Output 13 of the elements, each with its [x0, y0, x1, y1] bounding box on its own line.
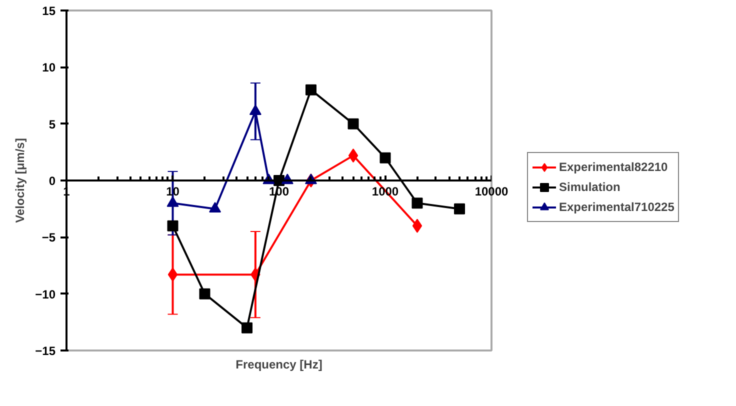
y-tick-label: 15 [42, 4, 56, 18]
y-axis-title: Velocity [μm/s] [13, 138, 28, 223]
y-tick-label: −10 [35, 287, 56, 302]
legend-label: Experimental82210 [559, 160, 668, 174]
y-tick-label: −5 [42, 230, 56, 245]
y-tick-label: −15 [35, 344, 56, 358]
x-tick-label: 10000 [474, 184, 509, 198]
y-tick-label: 10 [42, 60, 56, 75]
y-tick-label: 5 [48, 117, 56, 132]
y-tick-label: 0 [48, 174, 56, 188]
legend-label: Experimental710225 [559, 200, 674, 214]
x-axis-title: Frequency [Hz] [236, 358, 322, 372]
legend-label: Simulation [559, 180, 620, 194]
